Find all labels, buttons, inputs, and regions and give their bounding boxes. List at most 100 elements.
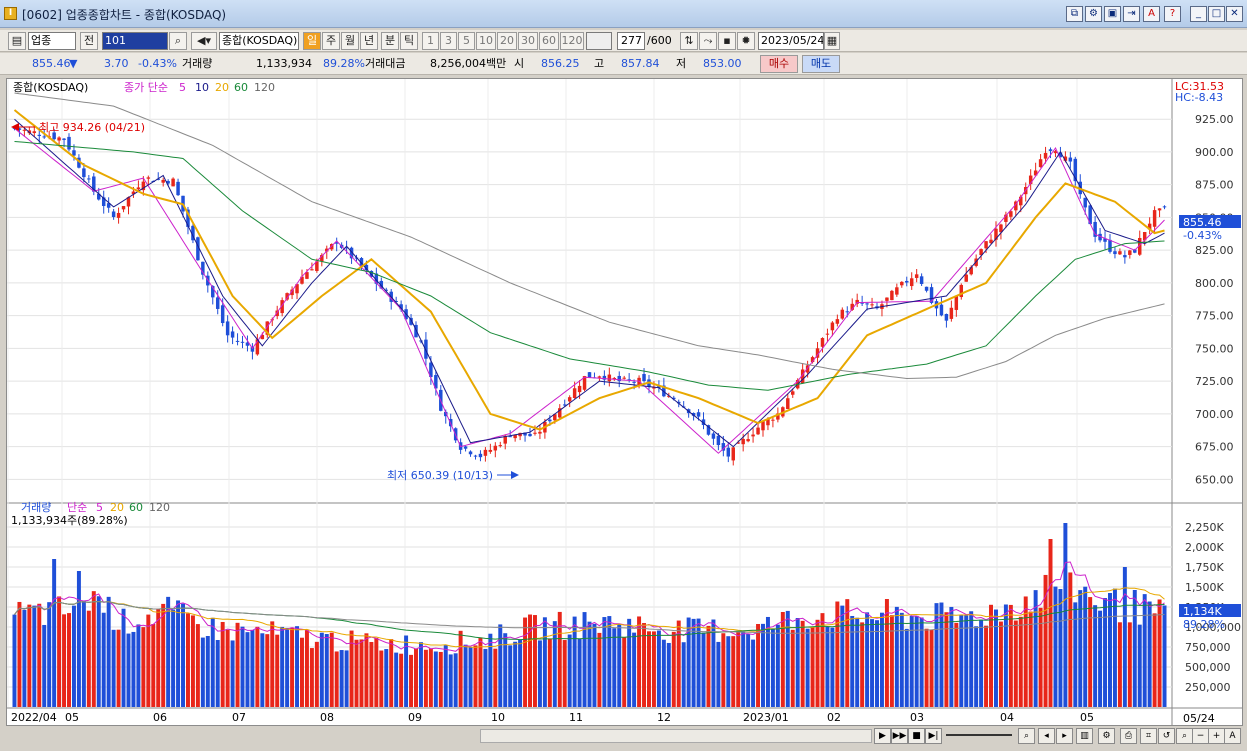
interval-10[interactable]: 10: [476, 32, 496, 50]
chart-type-icon[interactable]: ⌗: [1140, 728, 1157, 744]
volume-tag-label: 1,134K: [1183, 605, 1222, 618]
interval-3[interactable]: 3: [440, 32, 457, 50]
link-icon[interactable]: ⧉: [1066, 6, 1083, 22]
interval-spinner[interactable]: [586, 32, 612, 50]
prev-icon[interactable]: ◂: [1038, 728, 1055, 744]
candle-body: [1053, 151, 1058, 154]
disk-icon[interactable]: ▪: [718, 32, 736, 50]
lock-icon[interactable]: ▤: [8, 32, 26, 50]
reset-icon[interactable]: ↺: [1158, 728, 1175, 744]
ma-legend-5: 5: [179, 81, 186, 94]
volume-bar: [349, 630, 354, 707]
search-icon[interactable]: ⌕: [169, 32, 187, 50]
candle-body: [1004, 214, 1008, 222]
market-select[interactable]: 업종: [28, 32, 76, 50]
volume-bar: [339, 650, 344, 707]
period-month[interactable]: 월: [341, 32, 359, 50]
volume-bar: [27, 604, 32, 707]
sound-icon[interactable]: ◀▾: [191, 32, 217, 50]
code-input[interactable]: 101: [102, 32, 168, 50]
interval-20[interactable]: 20: [497, 32, 517, 50]
interval-30[interactable]: 30: [518, 32, 538, 50]
tool-icon[interactable]: ⇅: [680, 32, 698, 50]
font-size-button[interactable]: A: [1224, 728, 1241, 744]
period-minute[interactable]: 분: [381, 32, 399, 50]
candle-body: [597, 376, 602, 378]
volume-bar: [384, 649, 389, 707]
volume-bar: [647, 631, 651, 707]
volume-bar: [1018, 616, 1023, 707]
chart-area[interactable]: 925.00900.00875.00850.00825.00800.00775.…: [6, 78, 1243, 726]
ma-legend-prefix: 종가 단순: [124, 81, 168, 94]
candle-body: [300, 276, 304, 284]
zoom-icon[interactable]: ⌕: [1018, 728, 1035, 744]
zoom-out-button[interactable]: −: [1192, 728, 1209, 744]
candle-body: [92, 176, 96, 192]
end-button[interactable]: ▶|: [925, 728, 942, 744]
count-input[interactable]: 277: [617, 32, 645, 50]
volume-bar: [1053, 586, 1058, 707]
window-titlebar: I [0602] 업종종합차트 - 종합(KOSDAQ) ⧉ ⚙ ▣ ⇥ A ?…: [0, 0, 1247, 28]
chart-mode-icon[interactable]: ▥: [1076, 728, 1093, 744]
stop-button[interactable]: ■: [908, 728, 925, 744]
volume-ratio-label: 89.28%: [1183, 618, 1225, 631]
scroll-track[interactable]: [480, 729, 872, 743]
volume-bar: [354, 639, 359, 707]
candle-body: [399, 304, 403, 310]
zoom-slider[interactable]: [946, 734, 1012, 736]
maximize-button[interactable]: □: [1208, 6, 1225, 22]
pin-icon[interactable]: ⇥: [1123, 6, 1140, 22]
buy-button[interactable]: 매수: [760, 55, 798, 73]
candle-body: [582, 376, 587, 390]
help-icon[interactable]: ?: [1164, 6, 1181, 22]
mode-toggle[interactable]: 전: [80, 32, 98, 50]
candle-body: [186, 209, 190, 227]
save-icon[interactable]: ▣: [1104, 6, 1121, 22]
period-year[interactable]: 년: [360, 32, 378, 50]
close-button[interactable]: ✕: [1226, 6, 1243, 22]
interval-5[interactable]: 5: [458, 32, 475, 50]
settings-icon[interactable]: ⚙: [1085, 6, 1102, 22]
sell-button[interactable]: 매도: [802, 55, 840, 73]
volume-bar: [572, 616, 577, 707]
interval-1[interactable]: 1: [422, 32, 439, 50]
volume-bar: [949, 606, 954, 707]
volume-bars: [12, 523, 1167, 707]
next-button[interactable]: ▶▶: [891, 728, 908, 744]
candle-body: [553, 414, 557, 421]
zoom-in-button[interactable]: +: [1208, 728, 1225, 744]
candle-body: [141, 181, 146, 191]
quote-volume: 1,133,934: [256, 57, 312, 70]
gear-icon[interactable]: ✹: [737, 32, 755, 50]
volume-bar: [909, 615, 914, 707]
candle-body: [870, 304, 874, 306]
period-day[interactable]: 일: [303, 32, 321, 50]
print-icon[interactable]: ⎙: [1120, 728, 1137, 744]
minimize-button[interactable]: _: [1190, 6, 1207, 22]
volume-bar: [562, 640, 567, 707]
volume-bar: [919, 617, 924, 707]
period-week[interactable]: 주: [322, 32, 340, 50]
price-volume-chart[interactable]: 925.00900.00875.00850.00825.00800.00775.…: [7, 79, 1242, 725]
calendar-icon[interactable]: ▦: [824, 32, 840, 50]
volume-bar: [835, 601, 840, 707]
candle-body: [478, 453, 483, 458]
play-button[interactable]: ▶: [874, 728, 891, 744]
vol-legend-20: 20: [110, 501, 124, 514]
volume-bar: [914, 615, 919, 707]
indicator-icon[interactable]: ⤳: [699, 32, 717, 50]
candle-body: [572, 388, 577, 398]
period-tick[interactable]: 틱: [400, 32, 418, 50]
search-icon-bottom[interactable]: ⌕: [1176, 728, 1193, 744]
volume-bar: [840, 605, 845, 707]
candle-body: [295, 284, 299, 294]
font-icon[interactable]: A: [1143, 6, 1160, 22]
interval-60[interactable]: 60: [539, 32, 559, 50]
next-icon[interactable]: ▸: [1056, 728, 1073, 744]
interval-120[interactable]: 120: [560, 32, 584, 50]
candle-body: [885, 297, 889, 301]
volume-bar: [503, 633, 508, 707]
date-input[interactable]: 2023/05/24: [758, 32, 824, 50]
settings-icon-bottom[interactable]: ⚙: [1098, 728, 1115, 744]
candle-body: [1019, 196, 1023, 206]
